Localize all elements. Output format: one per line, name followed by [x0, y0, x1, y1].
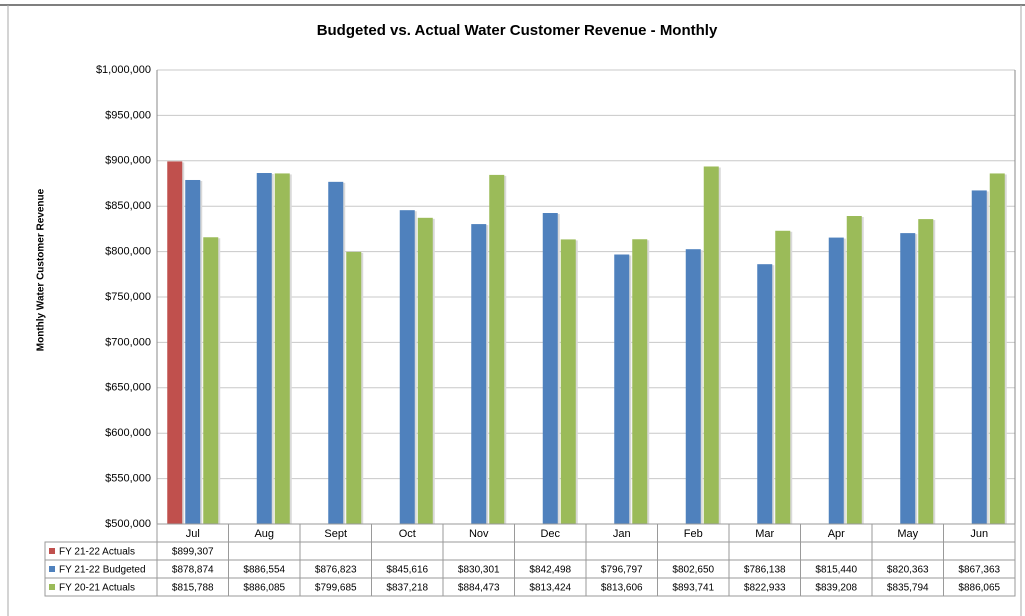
bar — [846, 215, 862, 524]
table-value: $899,307 — [172, 547, 214, 558]
bar — [542, 213, 558, 524]
x-tick-label: May — [897, 528, 918, 540]
x-tick-label: Sept — [324, 528, 347, 540]
x-tick-label: Oct — [399, 528, 416, 540]
table-value: $867,363 — [958, 565, 1000, 576]
bar — [900, 233, 916, 524]
table-value: $886,554 — [243, 565, 285, 576]
chart-title: Budgeted vs. Actual Water Customer Reven… — [317, 22, 718, 39]
table-value: $802,650 — [672, 565, 714, 576]
legend-label: FY 21-22 Actuals — [59, 547, 135, 558]
y-tick-label: $900,000 — [105, 155, 151, 167]
legend-key — [49, 548, 55, 554]
bar — [471, 224, 487, 525]
table-value: $822,933 — [744, 583, 786, 594]
bar — [614, 254, 630, 524]
table-value: $799,685 — [315, 583, 357, 594]
bar — [775, 230, 791, 524]
table-value: $813,424 — [529, 583, 571, 594]
table-value: $886,065 — [958, 583, 1000, 594]
x-tick-label: Jun — [970, 528, 988, 540]
bar — [399, 210, 415, 525]
y-axis-label: Monthly Water Customer Revenue — [36, 188, 47, 351]
table-value: $884,473 — [458, 583, 500, 594]
table-value: $830,301 — [458, 565, 500, 576]
bar — [632, 239, 648, 524]
table-value: $842,498 — [529, 565, 571, 576]
bar — [971, 190, 987, 525]
table-cell — [44, 577, 158, 597]
bar — [328, 181, 344, 524]
x-tick-label: Apr — [828, 528, 845, 540]
bar — [274, 173, 290, 524]
bar — [828, 237, 844, 524]
table-value: $839,208 — [815, 583, 857, 594]
bar — [417, 217, 433, 524]
legend-key — [49, 584, 55, 590]
bar — [167, 161, 183, 524]
legend-label: FY 21-22 Budgeted — [59, 565, 146, 576]
table-value: $837,218 — [386, 583, 428, 594]
x-tick-label: Feb — [684, 528, 703, 540]
y-tick-label: $1,000,000 — [96, 64, 151, 76]
bar — [989, 173, 1005, 524]
table-value: $845,616 — [386, 565, 428, 576]
legend-label: FY 20-21 Actuals — [59, 583, 135, 594]
bar — [346, 251, 362, 524]
x-tick-label: Aug — [254, 528, 274, 540]
x-tick-label: Mar — [755, 528, 774, 540]
bar — [560, 239, 576, 524]
x-tick-label: Dec — [540, 528, 560, 540]
table-value: $878,874 — [172, 565, 214, 576]
y-tick-label: $750,000 — [105, 291, 151, 303]
bar — [703, 166, 719, 525]
x-tick-label: Jan — [613, 528, 631, 540]
y-tick-label: $600,000 — [105, 427, 151, 439]
table-value: $796,797 — [601, 565, 643, 576]
table-value: $835,794 — [887, 583, 929, 594]
y-tick-label: $850,000 — [105, 200, 151, 212]
y-tick-label: $950,000 — [105, 109, 151, 121]
table-value: $815,788 — [172, 583, 214, 594]
bar — [918, 219, 934, 524]
table-value: $786,138 — [744, 565, 786, 576]
table-value: $815,440 — [815, 565, 857, 576]
bar — [685, 249, 701, 525]
y-tick-label: $650,000 — [105, 382, 151, 394]
bar — [203, 237, 219, 524]
table-value: $893,741 — [672, 583, 714, 594]
bar — [185, 179, 201, 524]
bar — [489, 174, 505, 525]
table-value: $813,606 — [601, 583, 643, 594]
y-tick-label: $500,000 — [105, 518, 151, 530]
bar — [256, 173, 272, 524]
y-tick-label: $800,000 — [105, 246, 151, 258]
bar — [757, 264, 773, 524]
table-value: $820,363 — [887, 565, 929, 576]
x-tick-label: Jul — [186, 528, 200, 540]
y-tick-label: $700,000 — [105, 336, 151, 348]
legend-key — [49, 566, 55, 572]
table-value: $876,823 — [315, 565, 357, 576]
table-value: $886,085 — [243, 583, 285, 594]
y-tick-label: $550,000 — [105, 473, 151, 485]
x-tick-label: Nov — [469, 528, 489, 540]
